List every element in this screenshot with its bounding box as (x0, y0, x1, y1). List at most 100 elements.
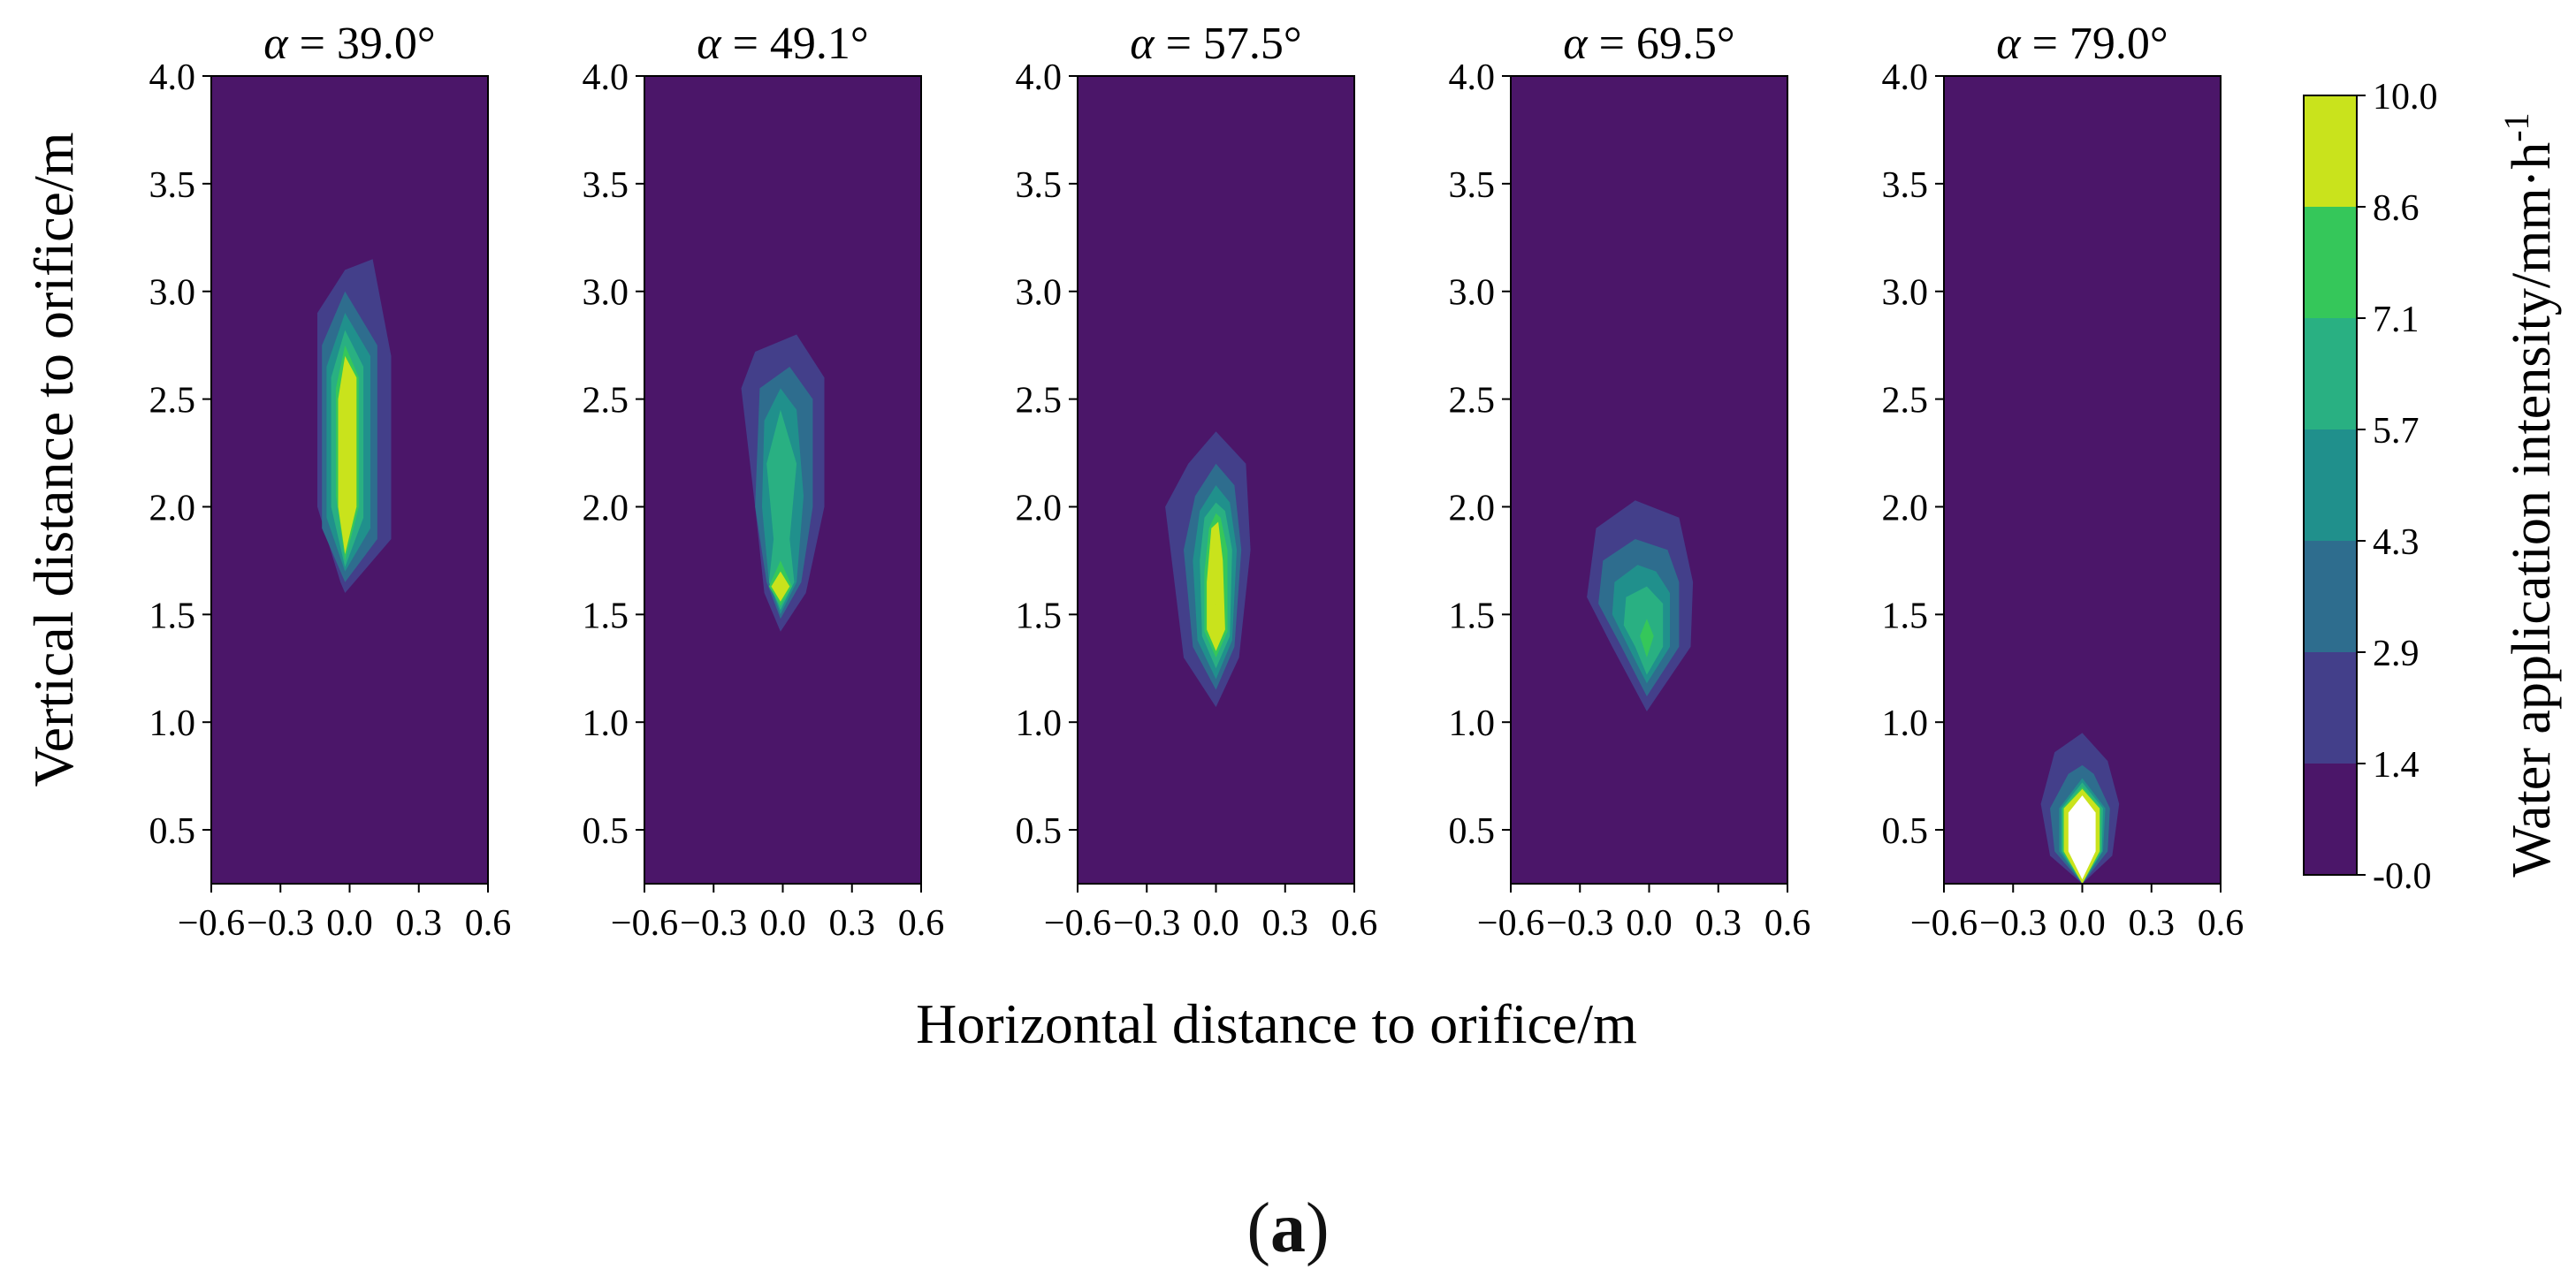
title-symbol: α (263, 19, 289, 69)
y-tick-label: 3.0 (1449, 273, 1496, 314)
title-value: = 57.5° (1155, 19, 1302, 69)
colorbar: -0.0 1.4 2.9 4.3 5.7 7.1 8.6 10.0 Water applicat… (2303, 77, 2562, 897)
y-tick-label: 1.0 (1882, 703, 1929, 744)
x-tick-label: −0.6 (178, 903, 245, 944)
x-tick-label: 0.6 (898, 903, 945, 944)
panel-title: α = 79.0° (1996, 19, 2168, 69)
panel-2: α = 49.1° 0.5 1.0 1.5 2.0 2.5 3.0 3.5 4.0 −0.6 −0.… (583, 19, 945, 944)
contour-level-6 (1207, 521, 1225, 651)
colorbar-tick-label: 10.0 (2373, 77, 2438, 118)
panel-title: α = 49.1° (697, 19, 868, 69)
y-tick-label: 2.0 (1882, 488, 1929, 528)
x-axis-label: Horizontal distance to orifice/m (916, 992, 1637, 1055)
colorbar-tick-label: 7.1 (2373, 300, 2420, 340)
colorbar-tick-label: 4.3 (2373, 522, 2420, 563)
y-tick-label: 3.5 (1882, 165, 1929, 206)
contour-level-7 (1208, 604, 1223, 647)
y-tick-label: 1.0 (149, 703, 196, 744)
x-tick-label: 0.3 (2129, 903, 2176, 944)
colorbar-segment (2304, 429, 2357, 541)
title-value: = 49.1° (721, 19, 869, 69)
y-tick-label: 2.5 (1016, 381, 1063, 422)
contour-overflow (2068, 795, 2096, 880)
y-tick-label: 3.0 (583, 273, 629, 314)
y-tick-label: 2.5 (1882, 381, 1929, 422)
panel-title: α = 39.0° (263, 19, 435, 69)
colorbar-tick-label: 1.4 (2373, 745, 2420, 786)
colorbar-segment (2304, 652, 2357, 764)
colorbar-segment (2304, 764, 2357, 875)
y-tick-label: 4.0 (1449, 57, 1496, 98)
x-tick-label: −0.6 (611, 903, 678, 944)
x-tick-label: 0.0 (759, 903, 806, 944)
x-tick-label: 0.6 (1331, 903, 1378, 944)
title-value: = 39.0° (288, 19, 436, 69)
y-tick-label: 1.5 (1882, 596, 1929, 636)
x-tick-label: −0.6 (1477, 903, 1544, 944)
contour-level-7 (774, 577, 788, 597)
x-tick-label: −0.6 (1044, 903, 1111, 944)
y-tick-label: 3.0 (149, 273, 196, 314)
colorbar-segment (2304, 318, 2357, 429)
y-tick-label: 1.5 (1016, 596, 1063, 636)
colorbar-label-text: Water application intensity/mm·h (2502, 142, 2562, 878)
y-tick-label: 1.0 (583, 703, 629, 744)
x-tick-label: −0.3 (1546, 903, 1613, 944)
colorbar-tick-label: 2.9 (2373, 634, 2420, 674)
x-tick-label: 0.6 (2198, 903, 2244, 944)
y-tick-label: 4.0 (583, 57, 629, 98)
x-tick-label: 0.6 (1764, 903, 1811, 944)
x-tick-label: 0.0 (1626, 903, 1673, 944)
y-tick-label: 2.5 (149, 381, 196, 422)
y-tick-label: 3.0 (1016, 273, 1063, 314)
y-tick-label: 3.5 (1449, 165, 1496, 206)
colorbar-segment (2304, 95, 2357, 207)
y-tick-label: 1.0 (1449, 703, 1496, 744)
y-tick-label: 2.5 (583, 381, 629, 422)
colorbar-tick-label: 5.7 (2373, 411, 2420, 452)
x-tick-label: 0.3 (1696, 903, 1742, 944)
y-tick-label: 4.0 (1882, 57, 1929, 98)
caption-close: ) (1306, 1189, 1330, 1267)
y-tick-label: 2.0 (1016, 488, 1063, 528)
panel-title: α = 57.5° (1130, 19, 1301, 69)
y-tick-label: 2.0 (583, 488, 629, 528)
y-tick-label: 0.5 (1016, 811, 1063, 852)
x-tick-label: −0.3 (680, 903, 747, 944)
y-tick-label: 1.5 (149, 596, 196, 636)
y-tick-label: 3.5 (1016, 165, 1063, 206)
panel-1: α = 39.0° 0.5 1.0 1.5 2.0 2.5 3.0 3.5 4.0 −0.6 −0.… (149, 19, 512, 944)
title-symbol: α (1563, 19, 1589, 69)
panel-4: α = 69.5° 0.5 1.0 1.5 2.0 2.5 3.0 3.5 4.0 −0.6 −0.… (1449, 19, 1811, 944)
y-tick-label: 0.5 (149, 811, 196, 852)
x-tick-label: 0.3 (396, 903, 443, 944)
colorbar-segment (2304, 207, 2357, 318)
panel-3: α = 57.5° 0.5 1.0 1.5 2.0 2.5 3.0 3.5 4.0 −0.6 −0.… (1016, 19, 1378, 944)
y-tick-label: 0.5 (583, 811, 629, 852)
panel-title: α = 69.5° (1563, 19, 1734, 69)
contour-level-4 (766, 409, 797, 611)
y-tick-label: 1.0 (1016, 703, 1063, 744)
y-tick-label: 1.5 (1449, 596, 1496, 636)
x-tick-label: 0.0 (1193, 903, 1239, 944)
x-tick-label: 0.3 (1262, 903, 1309, 944)
colorbar-tick-label: -0.0 (2373, 856, 2432, 897)
y-tick-label: 4.0 (149, 57, 196, 98)
y-tick-label: 3.0 (1882, 273, 1929, 314)
x-tick-label: 0.3 (829, 903, 876, 944)
title-value: = 79.0° (2021, 19, 2168, 69)
y-tick-label: 3.5 (583, 165, 629, 206)
contour-level-7 (340, 382, 354, 447)
title-symbol: α (1996, 19, 2022, 69)
figure: α = 39.0°0.51.01.52.02.53.03.54.0−0.6 −0.… (22, 19, 2562, 1055)
y-tick-label: 2.0 (1449, 488, 1496, 528)
caption-letter: a (1270, 1189, 1306, 1267)
title-value: = 69.5° (1588, 19, 1735, 69)
x-tick-label: −0.6 (1910, 903, 1978, 944)
colorbar-tick-label: 8.6 (2373, 188, 2420, 229)
figure-caption: (a) (0, 1189, 2576, 1269)
y-tick-label: 0.5 (1882, 811, 1929, 852)
x-tick-label: 0.6 (465, 903, 512, 944)
caption-open: ( (1246, 1189, 1270, 1267)
y-tick-label: 2.0 (149, 488, 196, 528)
